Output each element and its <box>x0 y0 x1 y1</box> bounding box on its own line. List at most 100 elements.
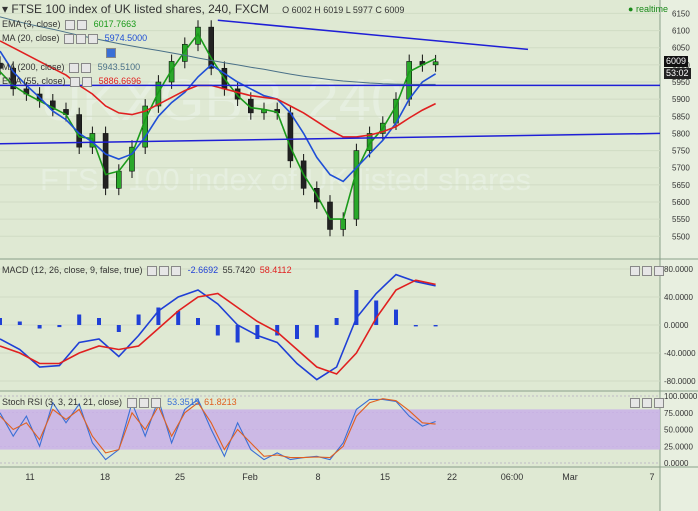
visibility-icon[interactable] <box>65 19 76 30</box>
price-tick-label: 5550 <box>672 215 690 224</box>
settings-icon[interactable] <box>77 19 88 30</box>
macd-tick-label: -40.0000 <box>664 349 696 358</box>
candle-body <box>0 62 3 69</box>
macd-histogram-bar <box>255 325 260 339</box>
panel-maximize-icon[interactable] <box>642 397 652 408</box>
macd-histogram-bar <box>295 325 299 339</box>
visibility-icon[interactable] <box>64 33 75 44</box>
settings-icon[interactable] <box>138 397 149 408</box>
chevron-down-icon[interactable]: ▾ <box>2 2 9 16</box>
macd-histogram-bar <box>57 325 62 328</box>
candle-body <box>406 61 413 100</box>
candle-body <box>129 146 135 172</box>
settings-icon[interactable] <box>82 76 93 87</box>
macd-series-line <box>0 279 436 375</box>
price-tick-label: 5800 <box>672 129 690 138</box>
stoch-series-line <box>0 398 436 459</box>
macd-histogram-bar <box>97 318 101 325</box>
x-tick-label: 25 <box>175 472 185 482</box>
indicator-legend-ma200[interactable]: MA (200, close) 5943.5100 <box>2 62 140 73</box>
macd-histogram-bar <box>314 325 319 338</box>
price-tick-label: 6150 <box>672 9 690 18</box>
visibility-icon[interactable] <box>70 76 81 87</box>
indicator-label: MA (200, close) <box>2 62 65 72</box>
panel-close-icon[interactable] <box>654 397 664 408</box>
indicator-legend-ema3[interactable]: EMA (3, close) 6017.7663 <box>2 19 136 30</box>
price-tick-label: 5500 <box>672 232 690 241</box>
candle-body <box>49 100 56 110</box>
x-tick-label: 06:00 <box>501 472 524 482</box>
stoch-label: Stoch RSI (3, 3, 21, 21, close) <box>2 397 123 407</box>
indicator-legend-ma20[interactable]: MA (20, close) 5974.5000 <box>2 33 147 44</box>
macd-histogram-bar <box>37 325 42 329</box>
indicator-legend-ema55[interactable]: EMA (55, close) 5886.6696 <box>2 76 141 87</box>
stoch-tick-label: 25.0000 <box>664 442 693 451</box>
candle-timer-badge: 53:02 <box>664 68 691 79</box>
candle-body <box>234 88 241 100</box>
macd-hist-value: 58.4112 <box>259 265 292 275</box>
close-icon[interactable] <box>150 397 161 408</box>
stoch-band <box>0 409 660 450</box>
macd-histogram-bar <box>176 311 181 325</box>
panel-move-icon[interactable] <box>630 397 640 408</box>
price-tick-label: 5850 <box>672 112 690 121</box>
macd-histogram-bar <box>116 325 121 332</box>
realtime-indicator: ● realtime <box>628 4 668 15</box>
candle-body <box>340 218 347 230</box>
price-tick-label: 5950 <box>672 78 690 87</box>
macd-tick-label: 80.0000 <box>664 265 693 274</box>
macd-histogram-bar <box>354 290 359 325</box>
x-tick-label: 15 <box>380 472 390 482</box>
candle-body <box>116 170 122 189</box>
indicator-value: 5974.5000 <box>104 33 148 43</box>
candle-body <box>168 61 175 83</box>
macd-histogram-bar <box>77 314 82 325</box>
price-tick-label: 5900 <box>672 95 690 104</box>
ma-series-line <box>0 50 437 183</box>
panel-close-icon[interactable] <box>654 265 664 276</box>
stoch-panel-controls[interactable] <box>628 397 664 408</box>
x-tick-label: Feb <box>242 472 258 482</box>
price-tick-label: 6050 <box>672 44 690 53</box>
visibility-icon[interactable] <box>147 265 158 276</box>
price-tick-label: 5650 <box>672 181 690 190</box>
panel-maximize-icon[interactable] <box>642 265 652 276</box>
macd-histogram-bar <box>275 325 280 336</box>
stoch-series-line <box>0 397 436 461</box>
settings-icon[interactable] <box>81 62 92 73</box>
x-tick-label: Mar <box>562 472 578 482</box>
settings-icon[interactable] <box>76 33 87 44</box>
macd-histogram-bar <box>136 314 141 325</box>
visibility-icon[interactable] <box>69 62 80 73</box>
macd-histogram-bar <box>17 321 22 325</box>
collapse-icon[interactable] <box>106 47 116 58</box>
trendline <box>217 19 529 51</box>
chart-title: FTSE 100 index of UK listed shares, 240,… <box>11 2 269 16</box>
close-icon[interactable] <box>88 33 99 44</box>
macd-histogram-bar <box>334 318 339 325</box>
candle-body <box>432 61 439 66</box>
stoch-d-value: 61.8213 <box>204 397 237 407</box>
indicator-toggle-row[interactable] <box>104 47 116 58</box>
settings-icon[interactable] <box>159 265 170 276</box>
macd-panel-controls[interactable] <box>628 265 664 276</box>
stoch-tick-label: 0.0000 <box>664 459 689 468</box>
macd-tick-label: 0.0000 <box>664 321 689 330</box>
x-tick-label: 11 <box>25 472 34 482</box>
candle-body <box>10 67 16 90</box>
stoch-tick-label: 100.0000 <box>664 392 698 401</box>
macd-histogram-bar <box>394 309 398 325</box>
visibility-icon[interactable] <box>126 397 137 408</box>
macd-legend[interactable]: MACD (12, 26, close, 9, false, true) -2.… <box>2 265 292 276</box>
indicator-label: EMA (3, close) <box>2 19 61 29</box>
close-icon[interactable] <box>171 265 182 276</box>
live-dot-icon: ● <box>628 4 634 14</box>
candle-body <box>195 26 201 45</box>
macd-label: MACD (12, 26, close, 9, false, true) <box>2 265 143 275</box>
panel-move-icon[interactable] <box>630 265 640 276</box>
candle-body <box>208 26 214 69</box>
candle-body <box>102 133 109 189</box>
stoch-legend[interactable]: Stoch RSI (3, 3, 21, 21, close) 53.3515 … <box>2 397 237 408</box>
x-tick-label: 18 <box>100 472 110 482</box>
